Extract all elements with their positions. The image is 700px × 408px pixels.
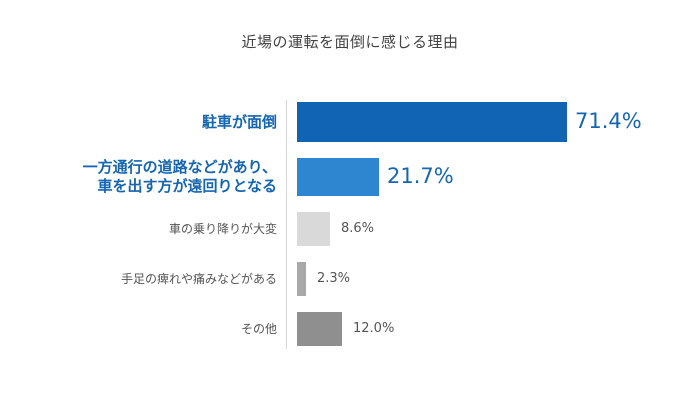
bar-1 [297, 158, 379, 196]
category-axis-line [286, 100, 287, 349]
category-label-line: 車の乗り降りが大変 [168, 222, 277, 236]
category-label-line: その他 [240, 322, 277, 336]
category-label-line: 一方通行の道路などがあり、 [82, 158, 277, 176]
bar-4 [297, 312, 342, 346]
category-label-line: 車を出す方が遠回りとなる [97, 177, 277, 195]
bar-0 [297, 102, 567, 142]
category-label-0: 駐車が面倒 [202, 113, 277, 132]
category-label-1: 一方通行の道路などがあり、 車を出す方が遠回りとなる [83, 158, 277, 196]
value-label-2: 8.6% [341, 221, 375, 236]
value-label-0: 71.4% [575, 109, 642, 133]
value-label-3: 2.3% [317, 271, 351, 286]
category-label-4: その他 [241, 321, 277, 337]
bar-3 [297, 262, 306, 296]
bar-2 [297, 212, 330, 246]
chart-title: 近場の運転を面倒に感じる理由 [241, 33, 459, 51]
category-label-3: 手足の痺れや痛みなどがある [121, 271, 277, 287]
category-label-line: 手足の痺れや痛みなどがある [120, 272, 277, 286]
category-label-2: 車の乗り降りが大変 [169, 221, 277, 237]
value-label-1: 21.7% [387, 164, 454, 188]
category-label-line: 駐車が面倒 [201, 112, 277, 131]
value-label-4: 12.0% [353, 321, 395, 336]
